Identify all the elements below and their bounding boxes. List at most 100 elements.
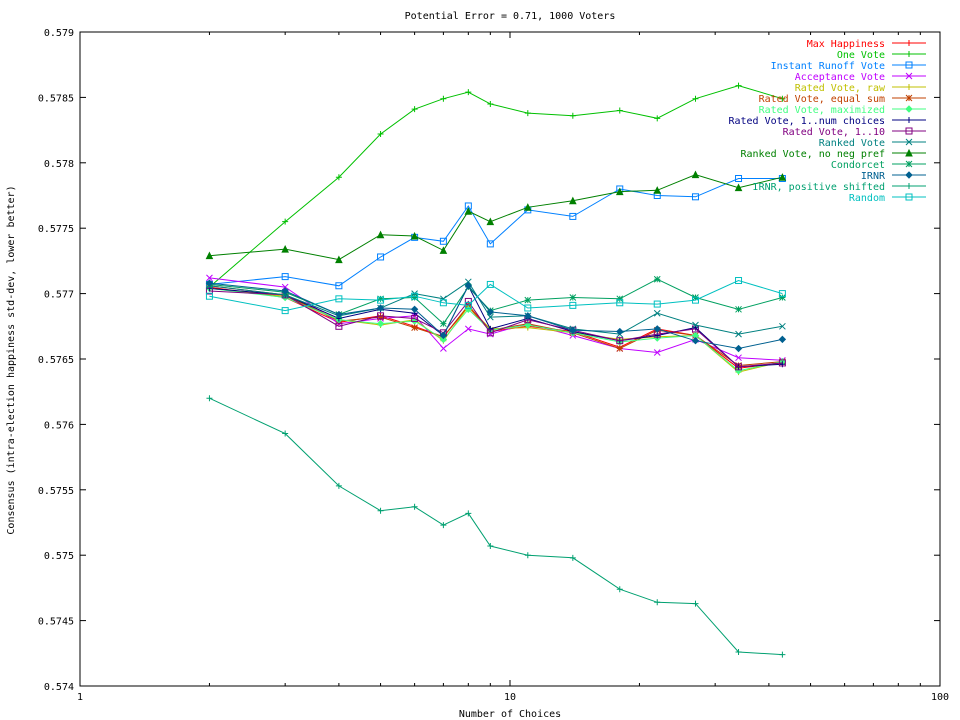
data-point [616,337,624,345]
legend-label: Condorcet [831,160,885,171]
data-point [377,507,384,514]
data-point [778,335,787,344]
legend-label: Rated Vote, 1..num choices [728,116,885,127]
legend-label: Rated Vote, raw [795,83,886,94]
legend-entry: IRNR, positive shifted [753,182,926,193]
data-point [735,277,743,285]
x-tick-label: 1 [77,692,83,703]
data-point [464,301,472,309]
data-point [779,95,786,102]
data-point [616,345,624,352]
series-1 [206,82,786,291]
data-point [439,299,447,307]
data-point [616,327,624,336]
data-point [524,296,532,304]
legend-entry: Rated Vote, 1..num choices [728,116,926,127]
legend-entry: One Vote [837,50,926,61]
y-tick-label: 0.578 [44,159,74,170]
data-point [906,40,912,46]
data-point [524,110,531,117]
data-point [410,305,419,314]
data-point [905,105,913,113]
data-point [905,160,913,168]
data-point [524,552,531,559]
data-point [653,325,661,333]
data-point [377,313,384,321]
data-point [524,321,532,329]
data-point [616,299,624,307]
legend-label: Ranked Vote, no neg pref [741,149,886,160]
x-tick-label: 100 [931,692,949,703]
data-point [335,282,343,290]
series-line [209,277,783,361]
series-2 [205,174,786,290]
data-point [281,307,289,315]
data-point [569,326,577,334]
data-point [377,131,384,138]
y-tick-label: 0.5785 [38,93,74,104]
data-point [691,193,699,201]
data-point [653,300,661,308]
data-point [281,287,289,295]
data-point [486,308,495,316]
data-point [486,240,494,248]
data-point [735,363,743,371]
legend-entry: Ranked Vote [819,138,926,149]
data-point [335,310,343,319]
data-point [734,344,743,353]
data-point [440,345,447,352]
series-10 [205,170,787,264]
data-point [464,278,472,286]
data-point [653,309,661,317]
data-point [282,218,289,225]
data-point [411,314,419,322]
data-point [281,273,289,281]
data-point [692,321,699,329]
data-point [377,295,384,303]
data-point [735,174,743,182]
data-point [735,82,742,89]
series-line [209,174,783,261]
series-line [209,85,783,288]
data-point [653,186,662,194]
data-point [411,106,418,113]
data-point [569,294,577,301]
data-point [486,217,495,226]
data-point [377,296,385,304]
legend-entry: Random [849,193,926,204]
y-tick-label: 0.5765 [38,355,74,366]
legend-entry: Rated Vote, 1..10 [783,127,926,138]
data-point [206,274,213,282]
legend-label: Acceptance Vote [795,72,885,83]
data-point [779,322,786,330]
y-tick-label: 0.5755 [38,486,74,497]
legend-label: Rated Vote, 1..10 [783,127,885,138]
data-point [523,203,532,211]
y-axis-label: Consensus (intra-election happiness std-… [6,185,17,534]
data-point [735,330,742,338]
series-line [209,178,783,287]
legend-label: Instant Runoff Vote [771,61,885,72]
legend-label: Max Happiness [807,39,885,50]
x-tick-label: 10 [504,692,516,703]
data-point [779,651,786,658]
series-14 [205,277,786,315]
data-point [282,430,289,437]
data-point [440,95,447,102]
data-point [905,127,913,135]
data-point [440,320,447,328]
data-point [905,171,913,179]
data-point [616,586,623,593]
data-point [335,174,342,181]
data-point [654,599,661,606]
data-point [439,246,448,254]
legend-label: IRNR [861,171,886,182]
data-point [465,89,472,96]
x-axis-label: Number of Choices [459,709,561,720]
data-point [439,237,447,245]
legend-label: Rated Vote, equal sum [759,94,885,105]
chart-title: Potential Error = 0.71, 1000 Voters [405,11,616,22]
data-point [524,304,532,312]
